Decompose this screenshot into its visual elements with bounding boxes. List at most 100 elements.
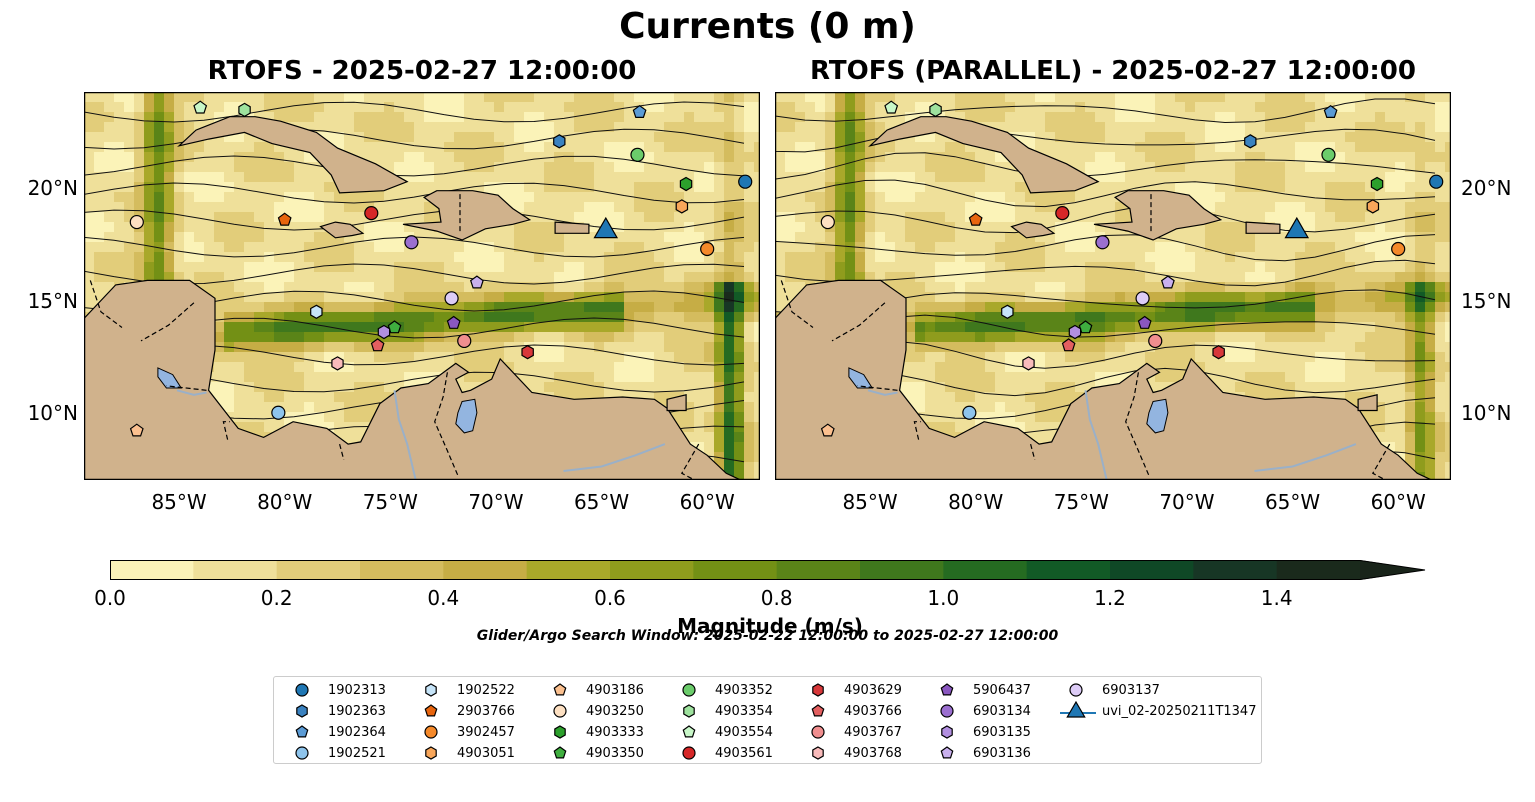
legend-marker-icon <box>812 746 824 760</box>
x-tick-label: 60°W <box>1370 490 1426 514</box>
colorbar-tick-label: 1.0 <box>927 586 960 610</box>
figure-title: Currents (0 m) <box>619 6 916 47</box>
legend-item-4903768: 4903768 <box>800 743 902 763</box>
marker-1902313 <box>1429 174 1444 189</box>
legend-item-1902521: 1902521 <box>284 743 386 763</box>
x-tick-label: 85°W <box>151 490 207 514</box>
marker-4903354 <box>238 102 251 118</box>
marker-4903554 <box>884 100 899 114</box>
colorbar-tick-label: 0.8 <box>760 586 793 610</box>
legend-item-6903134: 6903134 <box>929 701 1031 721</box>
marker-4903768 <box>1022 356 1035 371</box>
legend-item-3902457: 3902457 <box>413 722 515 742</box>
legend-marker-icon <box>1069 683 1083 697</box>
legend-marker-icon <box>553 746 567 759</box>
legend-label: 1902363 <box>328 703 386 719</box>
colorbar-tick-label: 0.6 <box>594 586 626 610</box>
x-tick-label: 75°W <box>1053 490 1109 514</box>
legend: 1902313 1902363 1902364 1902521 1902522 29037… <box>273 676 1262 764</box>
marker-4903333 <box>679 176 693 192</box>
legend-item-1902364: 1902364 <box>284 722 386 742</box>
colorbar-label: Magnitude (m/s) <box>677 614 863 638</box>
legend-marker-icon <box>425 746 437 760</box>
marker-4903333 <box>1370 176 1384 192</box>
legend-marker-icon <box>811 704 825 717</box>
marker-3902457 <box>700 241 715 257</box>
legend-item-1902522: 1902522 <box>413 680 515 700</box>
legend-marker-icon <box>683 704 695 718</box>
legend-marker-icon <box>296 704 308 718</box>
legend-marker-icon <box>553 704 567 718</box>
colorbar-tick-label: 0.2 <box>260 586 293 610</box>
x-tick-label: 80°W <box>948 490 1004 514</box>
legend-marker-icon <box>295 746 309 760</box>
marker-6903135 <box>377 324 391 340</box>
x-tick-label: 70°W <box>468 490 524 514</box>
legend-item-6903135: 6903135 <box>929 722 1031 742</box>
legend-label: 4903250 <box>586 703 644 719</box>
marker-uvi_02-20250211T1347 <box>1284 216 1310 239</box>
legend-marker-icon <box>425 683 437 697</box>
marker-4903350 <box>387 320 402 334</box>
legend-marker-icon <box>554 725 566 739</box>
legend-label: 6903134 <box>973 703 1031 719</box>
y-tick-label-right: 15°N <box>1461 288 1512 313</box>
panel-title-rtofs: RTOFS - 2025-02-27 12:00:00 <box>207 56 637 86</box>
marker-4903629 <box>1212 345 1225 360</box>
marker-1902522 <box>1001 304 1014 319</box>
x-tick-label: 60°W <box>679 490 735 514</box>
marker-5906437 <box>1137 315 1152 329</box>
legend-item-4903250: 4903250 <box>542 701 644 721</box>
marker-1902521 <box>962 405 977 420</box>
legend-label: 1902521 <box>328 745 386 761</box>
legend-label: uvi_02-20250211T1347 <box>1102 703 1257 719</box>
legend-label: 4903333 <box>586 724 644 740</box>
marker-4903768 <box>331 356 344 371</box>
y-tick-label-left: 15°N <box>27 288 78 313</box>
legend-item-4903051: 4903051 <box>413 743 515 763</box>
marker-4903250 <box>820 214 835 230</box>
panel-title-rtofs-parallel: RTOFS (PARALLEL) - 2025-02-27 12:00:00 <box>810 56 1416 86</box>
legend-marker-icon <box>1060 701 1096 718</box>
legend-marker-icon <box>424 704 438 717</box>
legend-marker-icon <box>424 725 438 739</box>
marker-1902522 <box>310 304 323 319</box>
legend-label: 2903766 <box>457 703 515 719</box>
y-tick-label-right: 20°N <box>1461 176 1512 201</box>
legend-marker-icon <box>940 704 954 718</box>
colorbar-tick-label: 1.4 <box>1260 586 1293 610</box>
legend-label: 1902313 <box>328 682 386 698</box>
marker-5906437 <box>446 315 461 329</box>
legend-item-4903186: 4903186 <box>542 680 644 700</box>
y-tick-label-left: 10°N <box>27 400 78 425</box>
marker-4903250 <box>129 214 144 230</box>
legend-item-4903354: 4903354 <box>671 701 773 721</box>
marker-4903561 <box>1055 206 1070 221</box>
legend-item-6903136: 6903136 <box>929 743 1031 763</box>
legend-item-4903554: 4903554 <box>671 722 773 742</box>
legend-label: 5906437 <box>973 682 1031 698</box>
marker-1902364 <box>1323 104 1338 118</box>
marker-6903135 <box>1068 324 1082 340</box>
colorbar <box>110 560 1426 580</box>
legend-item-4903767: 4903767 <box>800 722 902 742</box>
legend-item-6903137: 6903137 <box>1058 680 1160 700</box>
legend-marker-icon <box>295 683 309 697</box>
legend-label: 3902457 <box>457 724 515 740</box>
legend-label: 4903051 <box>457 745 515 761</box>
legend-item-4903333: 4903333 <box>542 722 644 742</box>
map-panel-rtofs <box>84 92 760 480</box>
legend-marker-icon <box>940 683 954 696</box>
marker-uvi_02-20250211T1347 <box>593 216 619 239</box>
legend-item-4903561: 4903561 <box>671 743 773 763</box>
search-window-caption: Glider/Argo Search Window: 2025-02-22 12… <box>476 628 1059 644</box>
legend-label: 4903352 <box>715 682 773 698</box>
legend-label: 1902522 <box>457 682 515 698</box>
legend-marker-icon <box>682 683 696 697</box>
marker-4903554 <box>193 100 208 114</box>
marker-4903354 <box>929 102 942 118</box>
legend-label: 4903766 <box>844 703 902 719</box>
legend-item-4903352: 4903352 <box>671 680 773 700</box>
x-tick-label: 85°W <box>842 490 898 514</box>
legend-item-4903350: 4903350 <box>542 743 644 763</box>
